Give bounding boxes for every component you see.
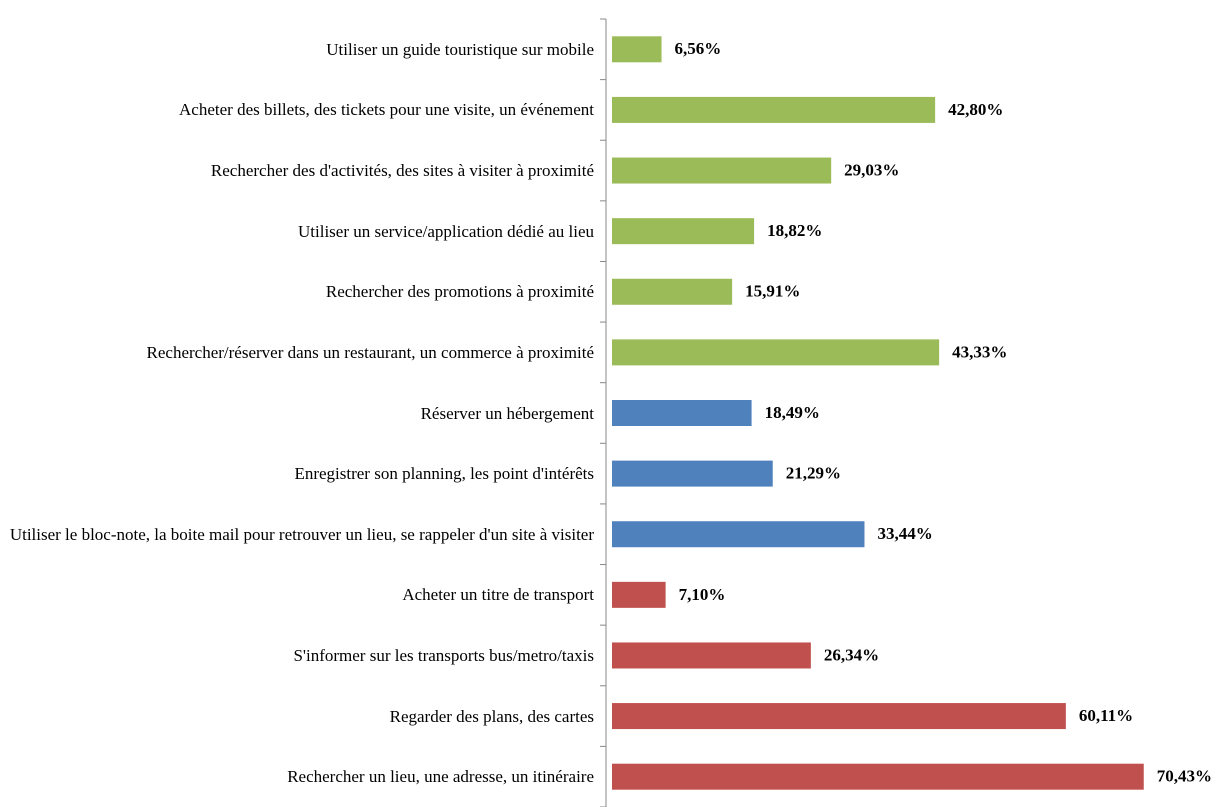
category-label: Utiliser un service/application dédié au… xyxy=(298,221,594,241)
category-label: Rechercher des d'activités, des sites à … xyxy=(210,161,594,181)
category-label-box: Enregistrer son planning, les point d'in… xyxy=(294,444,594,504)
category-label-box: Réserver un hébergement xyxy=(421,383,594,443)
category-label: Rechercher/réserver dans un restaurant, … xyxy=(146,342,594,362)
category-label-box: Rechercher/réserver dans un restaurant, … xyxy=(147,322,594,382)
bar xyxy=(612,36,662,63)
bar xyxy=(612,400,752,426)
bar xyxy=(612,339,940,366)
category-label: Acheter des billets, des tickets pour un… xyxy=(179,100,594,120)
category-label-box: Acheter un titre de transport xyxy=(402,565,594,625)
value-label: 7,10% xyxy=(679,585,726,604)
value-label: 33,44% xyxy=(877,524,932,543)
category-label: Réserver un hébergement xyxy=(420,403,594,423)
value-label: 18,49% xyxy=(765,403,820,422)
value-label: 42,80% xyxy=(948,100,1003,119)
bar xyxy=(612,157,832,184)
category-label-box: S'informer sur les transports bus/metro/… xyxy=(293,625,594,685)
category-label: Rechercher des promotions à proximité xyxy=(325,282,594,302)
category-label-box: Rechercher un lieu, une adresse, un itin… xyxy=(287,747,594,807)
bar xyxy=(612,581,666,608)
bar xyxy=(612,703,1066,730)
category-label-box: Utiliser un service/application dédié au… xyxy=(298,201,594,261)
category-label-box: Acheter des billets, des tickets pour un… xyxy=(179,80,594,140)
bar xyxy=(612,460,773,487)
category-label: Rechercher un lieu, une adresse, un itin… xyxy=(287,767,594,787)
category-label: S'informer sur les transports bus/metro/… xyxy=(293,645,594,665)
bar xyxy=(612,278,733,305)
value-label: 43,33% xyxy=(952,342,1007,361)
bar xyxy=(612,218,755,245)
category-label-box: Rechercher des promotions à proximité xyxy=(326,262,594,322)
category-label-box: Regarder des plans, des cartes xyxy=(390,686,594,746)
value-label: 21,29% xyxy=(786,464,841,483)
value-label: 60,11% xyxy=(1079,706,1133,725)
value-label: 26,34% xyxy=(824,645,879,664)
bar xyxy=(612,642,811,669)
category-label: Enregistrer son planning, les point d'in… xyxy=(294,464,594,484)
category-label-box: Utiliser le bloc-note, la boite mail pou… xyxy=(10,504,594,564)
value-label: 18,82% xyxy=(767,221,822,240)
value-label: 29,03% xyxy=(844,160,899,179)
value-label: 70,43% xyxy=(1157,767,1212,786)
bar xyxy=(612,763,1144,790)
category-label-box: Utiliser un guide touristique sur mobile xyxy=(326,19,594,79)
category-label: Acheter un titre de transport xyxy=(402,585,594,605)
bar xyxy=(612,521,865,548)
category-label: Utiliser le bloc-note, la boite mail pou… xyxy=(9,524,594,544)
category-label-box: Rechercher des d'activités, des sites à … xyxy=(211,141,594,201)
value-label: 6,56% xyxy=(675,39,722,58)
value-label: 15,91% xyxy=(745,282,800,301)
category-label: Regarder des plans, des cartes xyxy=(389,706,594,726)
bar xyxy=(612,96,936,123)
category-label: Utiliser un guide touristique sur mobile xyxy=(326,39,594,59)
